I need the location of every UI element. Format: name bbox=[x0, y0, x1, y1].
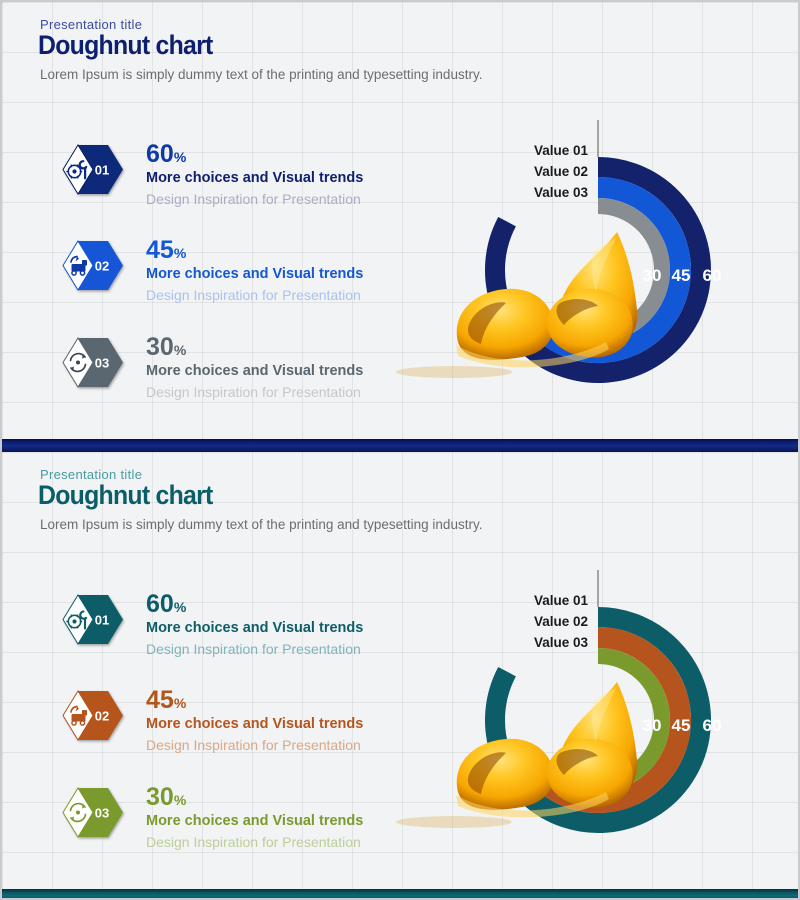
svg-text:45: 45 bbox=[672, 716, 691, 735]
svg-text:30: 30 bbox=[643, 716, 662, 735]
svg-text:60: 60 bbox=[703, 266, 722, 285]
svg-text:30: 30 bbox=[643, 266, 662, 285]
svg-text:03: 03 bbox=[95, 806, 109, 821]
svg-text:60: 60 bbox=[703, 716, 722, 735]
svg-text:03: 03 bbox=[95, 356, 109, 371]
svg-text:02: 02 bbox=[95, 259, 109, 274]
svg-text:01: 01 bbox=[95, 613, 109, 628]
svg-text:01: 01 bbox=[95, 163, 109, 178]
svg-text:45: 45 bbox=[672, 266, 691, 285]
svg-text:02: 02 bbox=[95, 709, 109, 724]
